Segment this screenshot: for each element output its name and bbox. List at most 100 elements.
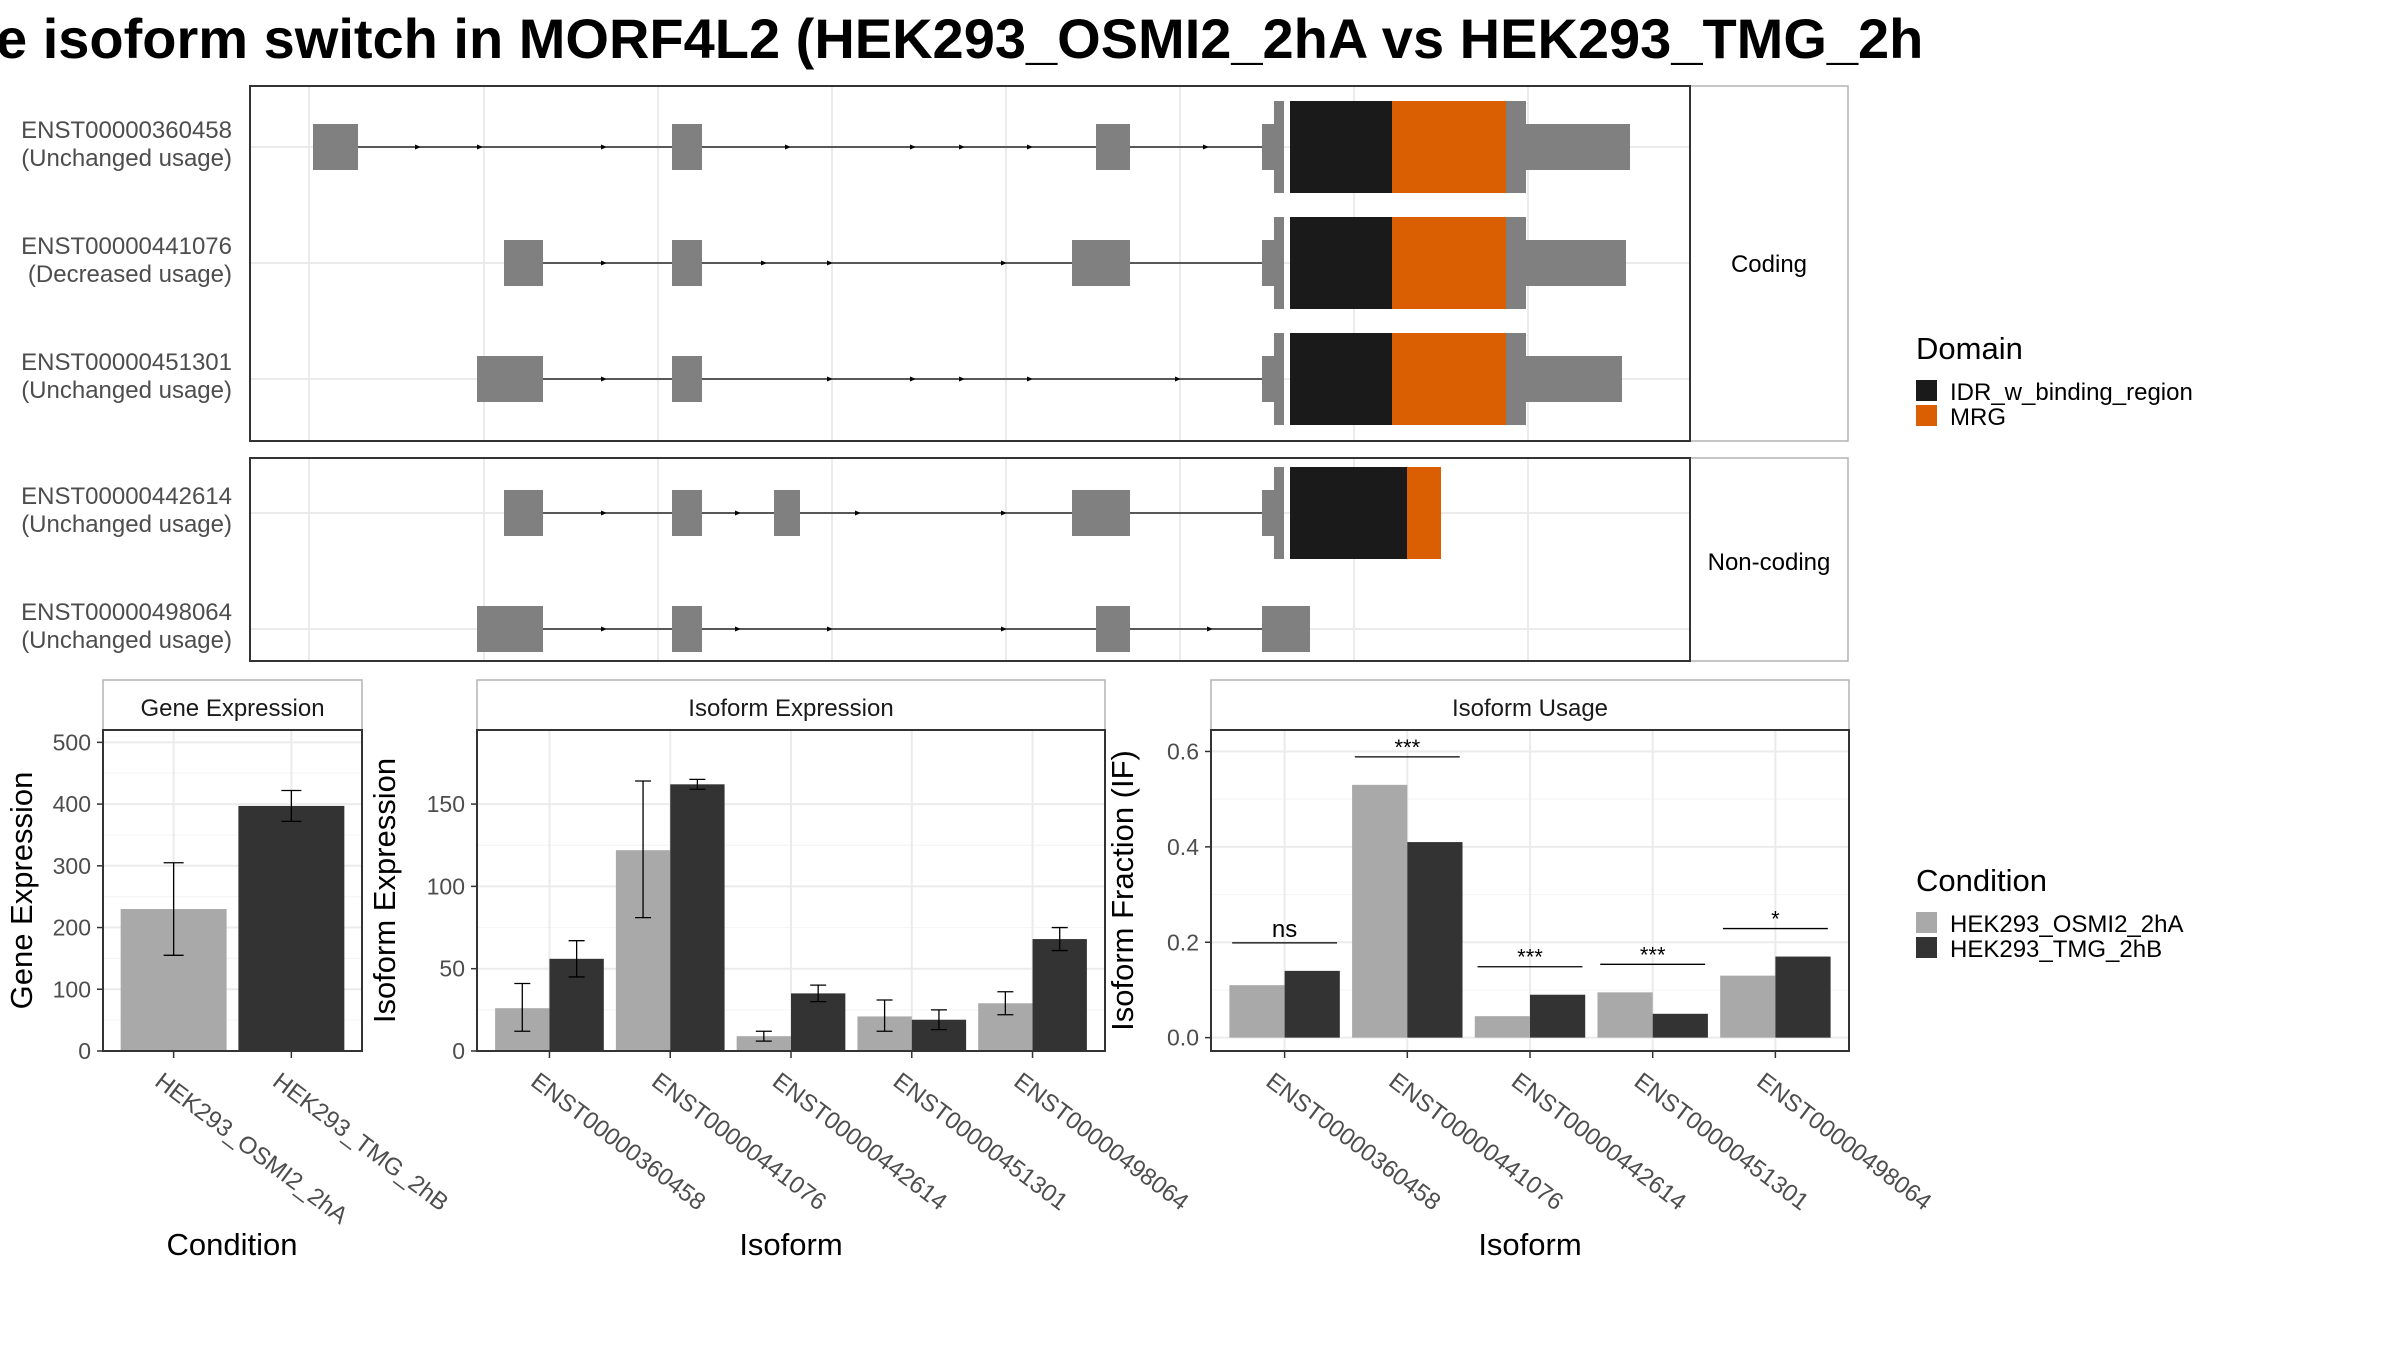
chart-isoform-usage: Isoform Usage0.00.20.40.6nsENST000003604… bbox=[1105, 679, 1936, 1262]
utr-exon bbox=[1072, 240, 1130, 286]
utr-exon bbox=[1096, 124, 1130, 170]
utr-exon bbox=[1526, 240, 1626, 286]
intron-arrow bbox=[827, 260, 833, 266]
bar-osmi2 bbox=[1229, 985, 1285, 1038]
domain-legend-label-idr: IDR_w_binding_region bbox=[1950, 379, 2193, 406]
panel-background bbox=[250, 458, 1690, 661]
intron-arrow bbox=[477, 144, 483, 150]
utr-exon bbox=[1096, 606, 1130, 652]
condition-legend-label-b: HEK293_TMG_2hB bbox=[1950, 936, 2162, 963]
utr-exon bbox=[1262, 356, 1274, 402]
utr-exon bbox=[672, 356, 702, 402]
bar-charts: Gene Expression0100200300400500HEK293_OS… bbox=[4, 679, 1936, 1262]
intron-arrow bbox=[910, 144, 916, 150]
utr-exon bbox=[774, 490, 800, 536]
condition-legend: Condition HEK293_OSMI2_2hA HEK293_TMG_2h… bbox=[1916, 863, 2183, 963]
significance-label: *** bbox=[1517, 945, 1543, 970]
intron-arrow bbox=[415, 144, 421, 150]
bar-osmi2 bbox=[1352, 784, 1408, 1038]
significance-label: * bbox=[1771, 907, 1780, 932]
utr-exon bbox=[1072, 490, 1130, 536]
utr-exon bbox=[504, 490, 543, 536]
y-tick-label: 0.0 bbox=[1167, 1025, 1199, 1051]
x-axis-title: Isoform bbox=[1478, 1227, 1581, 1262]
domain-legend-key-idr bbox=[1916, 380, 1937, 401]
facet-label-coding: Coding bbox=[1731, 251, 1807, 278]
significance-label: *** bbox=[1640, 942, 1666, 967]
intron-arrow bbox=[1001, 260, 1007, 266]
bar-tmg bbox=[1032, 939, 1087, 1051]
intron-arrow bbox=[1175, 376, 1181, 382]
intron-arrow bbox=[785, 144, 791, 150]
intron-arrow bbox=[827, 376, 833, 382]
bar bbox=[238, 805, 345, 1051]
transcript-usage-label: (Unchanged usage) bbox=[21, 145, 232, 172]
intron-arrow bbox=[1001, 510, 1007, 516]
domain-idr bbox=[1290, 101, 1392, 193]
domain-idr bbox=[1290, 333, 1392, 425]
intron-arrow bbox=[761, 260, 767, 266]
domain-legend-label-mrg: MRG bbox=[1950, 404, 2006, 431]
transcript-usage-label: (Decreased usage) bbox=[28, 261, 232, 288]
utr-exon bbox=[1526, 124, 1630, 170]
chart-title: Gene Expression bbox=[140, 695, 324, 722]
utr-exon bbox=[1274, 467, 1284, 559]
panel-border bbox=[249, 457, 1691, 662]
transcript-row: ENST00000442614(Unchanged usage) bbox=[21, 467, 1441, 559]
bar-osmi2 bbox=[1474, 1016, 1530, 1038]
bar-tmg bbox=[791, 993, 846, 1051]
domain-idr bbox=[1290, 467, 1407, 559]
y-axis-title: Gene Expression bbox=[4, 772, 39, 1010]
transcript-usage-label: (Unchanged usage) bbox=[21, 627, 232, 654]
intron-arrow bbox=[601, 510, 607, 516]
intron-arrow bbox=[601, 376, 607, 382]
intron-arrow bbox=[1001, 626, 1007, 632]
intron-arrow bbox=[735, 510, 741, 516]
y-tick-label: 0 bbox=[452, 1038, 465, 1064]
utr-exon bbox=[1526, 356, 1622, 402]
utr-exon bbox=[1274, 333, 1284, 425]
transcript-usage-label: (Unchanged usage) bbox=[21, 511, 232, 538]
chart-title: Isoform Usage bbox=[1452, 695, 1608, 722]
cds-exon bbox=[1506, 333, 1526, 425]
transcript-id-label: ENST00000451301 bbox=[21, 349, 232, 376]
significance-label: *** bbox=[1394, 735, 1420, 760]
utr-exon bbox=[672, 606, 702, 652]
intron-arrow bbox=[827, 626, 833, 632]
y-tick-label: 150 bbox=[427, 791, 465, 817]
y-tick-label: 300 bbox=[53, 853, 91, 879]
panel-border bbox=[249, 85, 1691, 442]
x-axis-title: Isoform bbox=[739, 1227, 842, 1262]
chart-strip bbox=[476, 679, 1106, 731]
intron-arrow bbox=[735, 626, 741, 632]
transcript-row: ENST00000451301(Unchanged usage) bbox=[21, 333, 1622, 425]
y-tick-label: 0 bbox=[78, 1038, 91, 1064]
facet-label-noncoding: Non-coding bbox=[1708, 549, 1831, 576]
domain-legend-title: Domain bbox=[1916, 331, 2023, 366]
transcript-id-label: ENST00000360458 bbox=[21, 117, 232, 144]
chart-title: Isoform Expression bbox=[688, 695, 893, 722]
significance-label: ns bbox=[1272, 916, 1297, 943]
transcript-id-label: ENST00000442614 bbox=[21, 483, 232, 510]
bar-tmg bbox=[1407, 842, 1463, 1038]
domain-mrg bbox=[1392, 217, 1506, 309]
facet-strip bbox=[1689, 85, 1849, 442]
domain-legend: Domain IDR_w_binding_region MRG bbox=[1916, 331, 2193, 431]
y-tick-label: 200 bbox=[53, 915, 91, 941]
utr-exon bbox=[1262, 606, 1310, 652]
intron-arrow bbox=[1027, 376, 1033, 382]
domain-legend-key-mrg bbox=[1916, 405, 1937, 426]
utr-exon bbox=[477, 606, 543, 652]
utr-exon bbox=[1274, 101, 1284, 193]
y-tick-label: 0.6 bbox=[1167, 738, 1199, 764]
intron-arrow bbox=[1027, 144, 1033, 150]
bar-tmg bbox=[1652, 1013, 1708, 1038]
utr-exon bbox=[313, 124, 358, 170]
intron-arrow bbox=[959, 144, 965, 150]
transcript-structure-panels: CodingNon-codingENST00000360458(Unchange… bbox=[21, 85, 1849, 662]
utr-exon bbox=[672, 124, 702, 170]
utr-exon bbox=[1262, 124, 1274, 170]
y-axis-title: Isoform Fraction (IF) bbox=[1105, 750, 1140, 1031]
intron-arrow bbox=[855, 510, 861, 516]
transcript-row: ENST00000360458(Unchanged usage) bbox=[21, 101, 1630, 193]
